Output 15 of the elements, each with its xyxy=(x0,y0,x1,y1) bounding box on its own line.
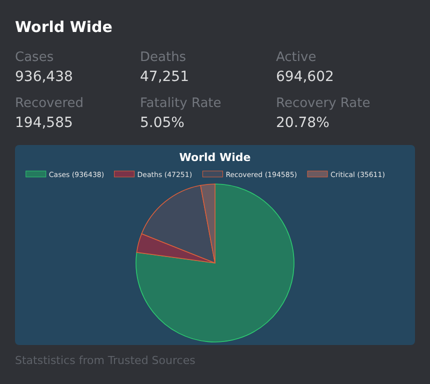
text: World Wide xyxy=(15,18,112,36)
category-label: Active xyxy=(276,50,316,65)
category-label: Recovered xyxy=(15,96,84,111)
text: 20.78% xyxy=(276,115,330,131)
pie-slice xyxy=(136,184,294,342)
chart-title: World Wide xyxy=(179,151,251,164)
category-label: Cases xyxy=(15,50,54,65)
text: 5.05% xyxy=(140,115,184,131)
category-label: Recovery Rate xyxy=(276,96,370,111)
category-label: Fatality Rate xyxy=(140,96,222,111)
text: 194,585 xyxy=(15,115,73,131)
text: 694,602 xyxy=(276,69,334,85)
text: 936,438 xyxy=(15,69,73,85)
text: 47,251 xyxy=(140,69,189,85)
category-label: Deaths xyxy=(140,50,186,65)
